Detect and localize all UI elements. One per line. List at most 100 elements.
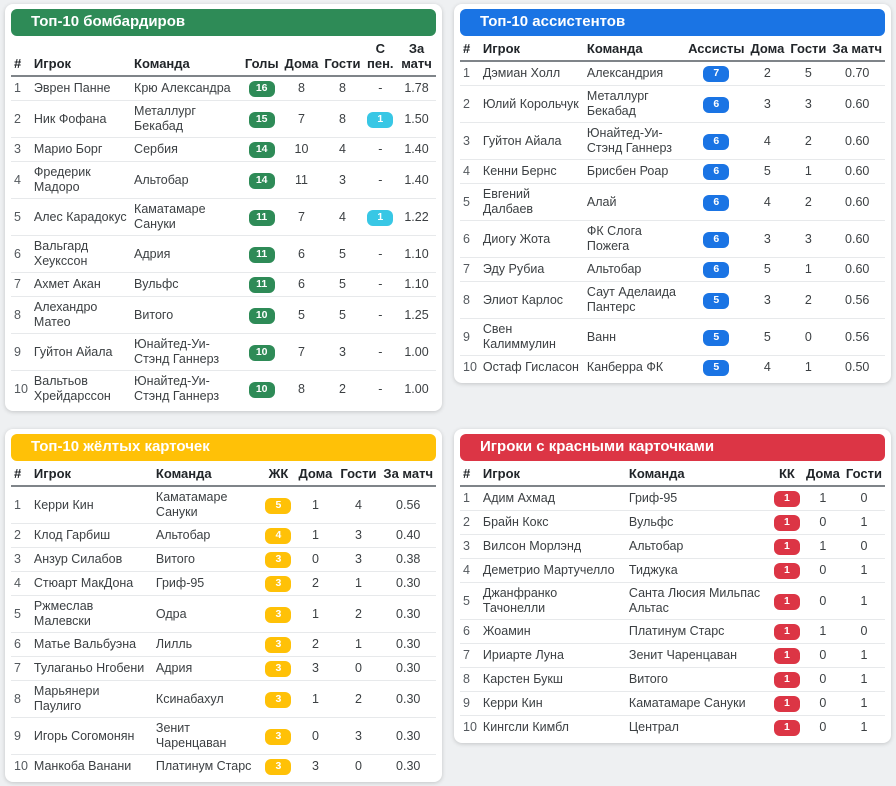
cell-team: Канберра ФК — [586, 360, 664, 374]
cell-rank: 7 — [11, 656, 31, 681]
stat-badge: 1 — [773, 539, 800, 555]
stat-badge: 1 — [773, 563, 800, 579]
cell-goals: 14 — [241, 137, 282, 162]
cell-penalty: - — [363, 235, 398, 273]
cell-home: 3 — [747, 281, 788, 319]
red-cards-table: # Игрок Команда КК Дома Гости 1 Адим Ахмад Гриф… — [460, 464, 885, 739]
cell-team: Металлург Бекабад — [583, 85, 686, 123]
table-row: 9 Гуйтон Айала Юнайтед-Уи-Стэнд Ганнерз 10 7… — [11, 333, 436, 371]
table-row: 7 Ахмет Акан Вульфс 11 6 5-1.10 — [11, 272, 436, 297]
cell-away: 3 — [321, 333, 364, 371]
cell-team: Саут Аделаида Пантерс — [583, 281, 686, 319]
stat-badge: 1 — [773, 515, 800, 531]
cell-player: Стюарт МакДона — [30, 571, 153, 596]
assists-card-header: Топ-10 ассистентов — [460, 9, 885, 36]
cell-penalty: 1 — [363, 100, 398, 138]
cell-away: 1 — [336, 632, 381, 657]
cell-away: 2 — [787, 281, 830, 319]
cell-player: Адим Ахмад — [479, 486, 626, 511]
cell-team: Лилль — [152, 632, 263, 657]
table-row: 6 Жоамин Платинум Старс 1 1 0 — [460, 619, 885, 644]
cell-home: 1 — [294, 486, 337, 524]
cell-red-cards: 1 — [771, 716, 803, 740]
cell-team: ФК Слога Пожега — [583, 220, 686, 258]
cell-team: Брисбен Роар — [583, 159, 686, 184]
cell-rank: 2 — [460, 85, 480, 123]
table-body: 1 Адим Ахмад Гриф-95 1 1 0 2 Брайн Кокс Вульфс 1 0… — [460, 486, 885, 739]
cell-away: 4 — [321, 137, 364, 162]
cell-goals: 10 — [241, 333, 282, 371]
stat-badge: 14 — [248, 172, 275, 189]
cell-rank: 1 — [460, 61, 480, 86]
table-row: 1 Адим Ахмад Гриф-95 1 1 0 — [460, 486, 885, 511]
cell-rank: 9 — [11, 333, 31, 371]
cell-per-match: 1.22 — [397, 198, 436, 236]
table-row: 4 Кенни Бернс Брисбен Роар 6 5 1 0.60 — [460, 159, 885, 184]
stat-badge: 5 — [703, 292, 730, 309]
cell-player: Алес Карадокус — [30, 198, 132, 236]
cell-per-match: 0.60 — [829, 85, 885, 123]
cell-rank: 7 — [460, 257, 480, 282]
cell-team: Гриф-95 — [625, 486, 771, 511]
cell-player: Эврен Панне — [30, 76, 132, 101]
cell-rank: 9 — [11, 717, 31, 755]
cell-away: 5 — [787, 61, 830, 86]
table-row: 1 Эврен Панне Крю Александра 16 8 8-1.78 — [11, 76, 436, 101]
cell-player: Кенни Бернс — [479, 159, 584, 184]
table-row: 9 Керри Кин Каматамаре Сануки 1 0 1 — [460, 691, 885, 716]
table-row: 3 Марио Борг Сербия 14 10 4-1.40 — [11, 137, 436, 162]
cell-per-match: 0.60 — [829, 257, 885, 282]
cell-rank: 8 — [11, 680, 31, 718]
cell-home: 0 — [802, 667, 843, 692]
stat-badge: 6 — [703, 231, 730, 248]
cell-assists: 5 — [685, 356, 747, 380]
stat-badge: 1 — [773, 491, 800, 507]
red-cards-card: Игроки с красными карточками # Игрок Коман… — [454, 429, 891, 743]
table-row: 8 Алехандро Матео Витого 10 5 5-1.25 — [11, 296, 436, 334]
stat-badge: 10 — [248, 307, 275, 324]
cell-yellow-cards: 3 — [262, 680, 295, 718]
cell-red-cards: 1 — [770, 534, 803, 559]
cell-home: 2 — [294, 632, 337, 657]
cell-rank: 3 — [11, 547, 31, 572]
yellow-cards-card-header: Топ-10 жёлтых карточек — [11, 434, 436, 461]
stat-badge: 6 — [703, 96, 730, 113]
cell-per-match: 0.30 — [380, 680, 436, 718]
cell-team: Ксинабахул — [152, 680, 263, 718]
cell-team: Юнайтед-Уи-Стэнд Ганнерз — [134, 374, 220, 403]
column-header-team: Команда — [583, 39, 686, 62]
cell-home: 5 — [747, 257, 788, 282]
column-header-red-cards: КК — [770, 464, 803, 487]
cell-away: 0 — [336, 656, 381, 681]
cell-home: 0 — [819, 720, 827, 734]
table-row: 8 Марьянери Паулиго Ксинабахул 3 1 2 0.30 — [11, 680, 436, 718]
cell-goals: 11 — [241, 272, 282, 297]
cell-team: Платинум Старс — [155, 759, 252, 773]
cell-away: 1 — [336, 571, 381, 596]
assists-card: Топ-10 ассистентов # Игрок Команда Ассисты Д… — [454, 4, 891, 383]
cell-rank: 5 — [11, 595, 31, 633]
cell-team: Вульфс — [625, 510, 771, 535]
cell-per-match: 0.60 — [829, 159, 885, 184]
cell-home: 10 — [281, 137, 322, 162]
cell-red-cards: 1 — [770, 643, 803, 668]
cell-team: Адрия — [152, 656, 263, 681]
cell-away: 1 — [842, 643, 885, 668]
cell-player: Свен Калиммулин — [479, 318, 584, 356]
cell-penalty: - — [363, 333, 398, 371]
cell-home: 1 — [294, 523, 337, 548]
cell-team: Витого — [131, 296, 242, 334]
cell-home: 3 — [311, 759, 319, 773]
stat-badge: 5 — [265, 497, 292, 514]
cell-per-match: 0.30 — [380, 717, 436, 755]
cell-home: 3 — [747, 85, 788, 123]
table-row: 6 Вальгард Хеукссон Адрия 11 6 5-1.10 — [11, 235, 436, 273]
cell-rank: 4 — [460, 558, 480, 583]
cell-rank: 9 — [460, 318, 480, 356]
table-row: 10 Манкоба Ванани Платинум Старс 3 3 0 0.30 — [11, 755, 436, 779]
column-header-yellow-cards: ЖК — [262, 464, 295, 487]
column-header-per-match: За матч — [397, 39, 436, 77]
cell-player: Клод Гарбиш — [30, 523, 153, 548]
cell-team: Альтобар — [625, 534, 771, 559]
